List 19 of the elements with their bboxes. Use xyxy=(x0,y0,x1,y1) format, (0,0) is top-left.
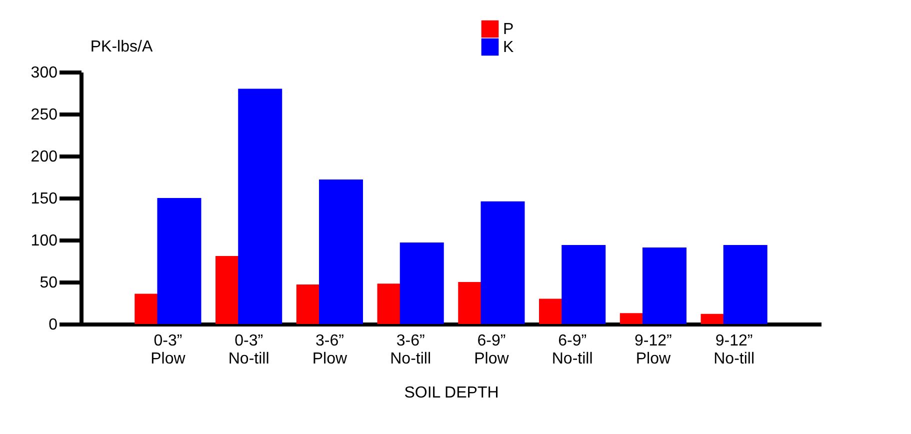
x-tick-label: 0-3” No-till xyxy=(228,332,270,368)
y-tick-label: 50 xyxy=(40,274,58,292)
x-axis-title: SOIL DEPTH xyxy=(404,384,499,402)
x-tick-label: 6-9” No-till xyxy=(552,332,593,368)
y-tick-label: 200 xyxy=(30,148,58,166)
x-tick-label: 9-12” No-till xyxy=(714,332,755,368)
legend-label: K xyxy=(503,39,514,56)
legend-label: P xyxy=(503,21,514,38)
y-tick-label: 100 xyxy=(30,232,58,250)
y-tick-label: 250 xyxy=(30,106,58,124)
y-tick-label: 0 xyxy=(48,316,58,334)
x-tick-label: 6-9” Plow xyxy=(474,332,510,368)
y-tick-label: 300 xyxy=(30,64,58,82)
y-tick-label: 150 xyxy=(30,190,58,208)
x-tick-label: 0-3” Plow xyxy=(150,332,186,368)
x-tick-label: 3-6” No-till xyxy=(390,332,432,368)
x-tick-label: 3-6” Plow xyxy=(312,332,348,368)
y-axis-title: PK-lbs/A xyxy=(90,38,153,56)
x-tick-label: 9-12” Plow xyxy=(634,332,672,368)
